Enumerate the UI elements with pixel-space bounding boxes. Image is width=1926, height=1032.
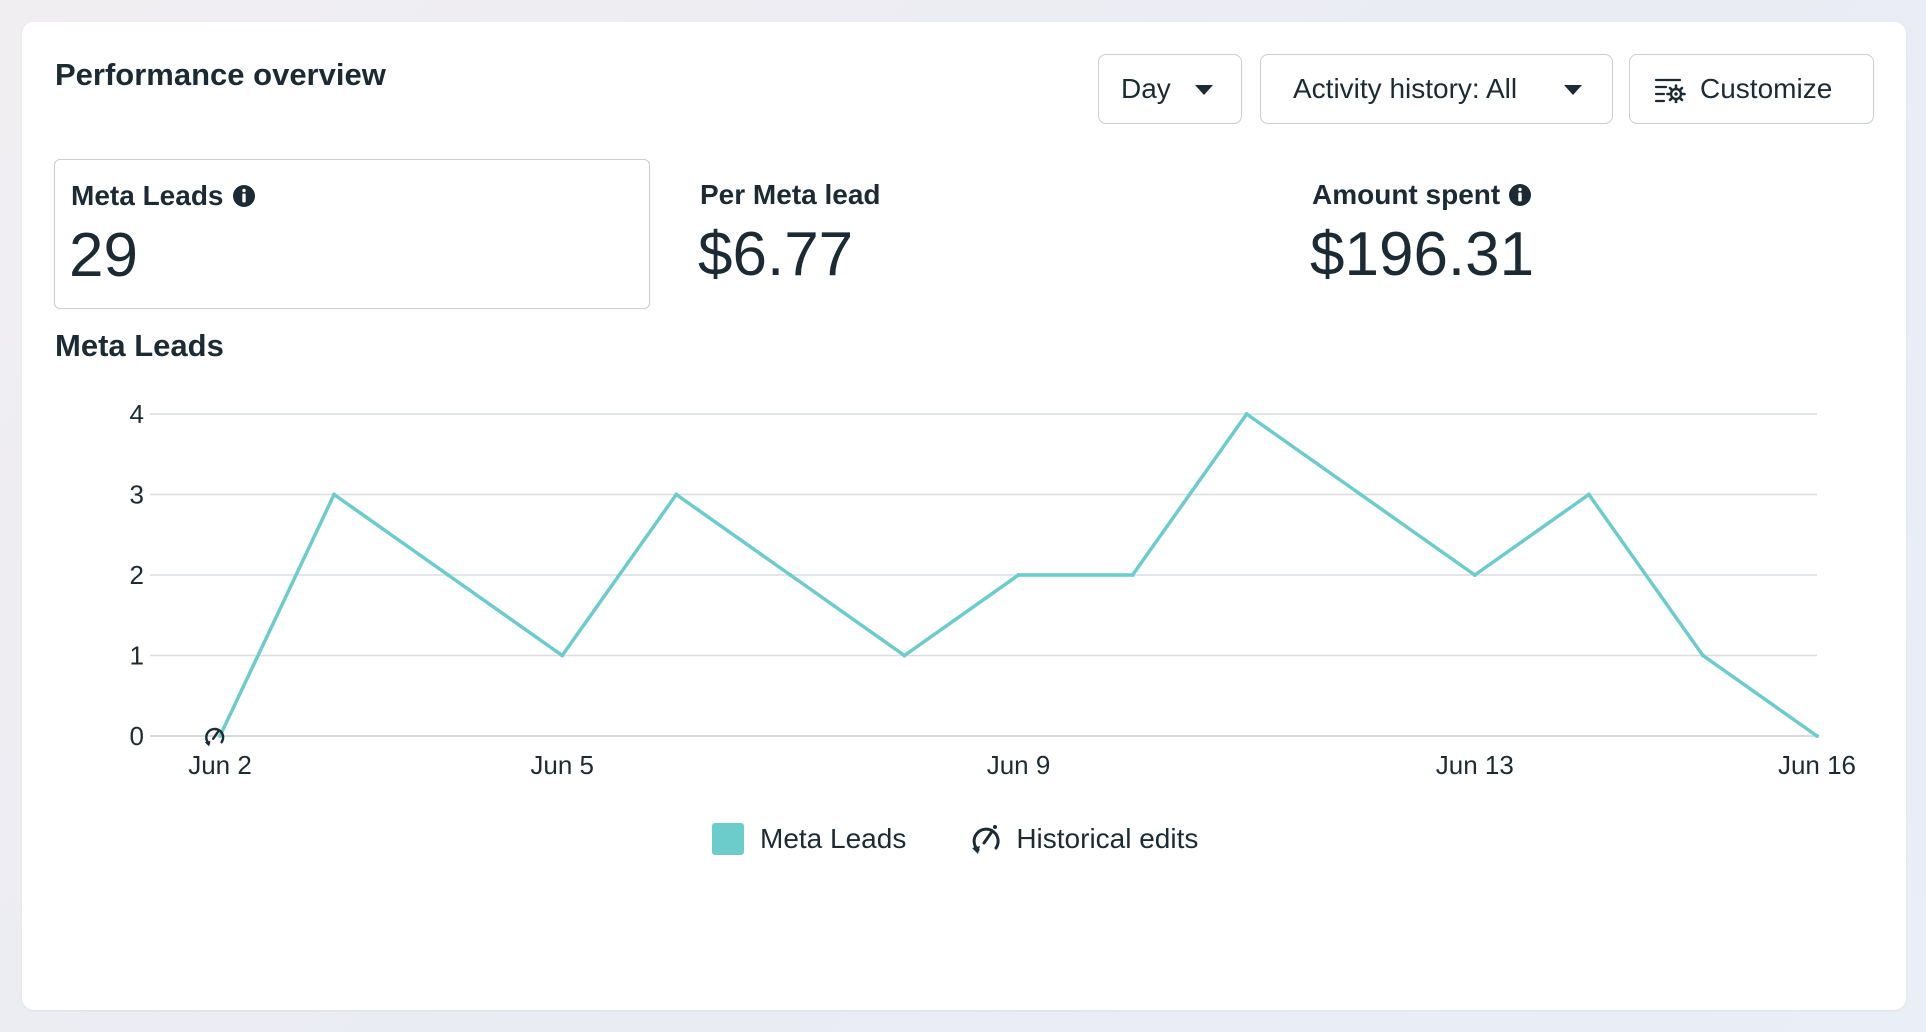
activity-history-label: Activity history: All [1293,73,1518,104]
metric-value: $6.77 [698,220,854,289]
historical-edit-marker-icon [204,727,225,747]
metric-label: Meta Leads [71,180,224,211]
data-point [1586,492,1591,497]
caret-down-icon [1564,85,1582,95]
customize-label: Customize [1700,73,1833,104]
legend-swatch [712,823,744,855]
historical-edits-icon [972,825,1000,854]
data-point [902,653,907,658]
metric-label: Per Meta lead [700,179,881,210]
day-dropdown-label: Day [1121,73,1171,104]
chart-title: Meta Leads [55,328,224,363]
legend-item-historical-edits[interactable]: Historical edits [968,822,1198,856]
metric-label-row: Per Meta lead [700,179,881,211]
caret-down-icon [1195,85,1213,95]
data-point [1130,573,1135,577]
data-point [446,573,451,577]
data-point [332,492,337,497]
x-tick-label: Jun 16 [1778,750,1856,780]
day-dropdown[interactable]: Day [1098,54,1242,124]
data-point [1700,653,1705,658]
activity-history-dropdown[interactable]: Activity history: All [1260,54,1613,124]
legend-item-meta-leads[interactable]: Meta Leads [712,823,906,855]
data-point [1358,492,1363,497]
data-point [674,492,679,497]
data-point [560,653,565,658]
data-point [1472,573,1477,577]
x-tick-label: Jun 9 [987,750,1051,780]
info-icon[interactable] [1508,183,1532,207]
metric-label-row: Meta Leads [71,180,256,212]
y-tick-label: 4 [130,399,144,429]
data-point [1244,412,1249,416]
page-title: Performance overview [55,57,386,92]
metric-meta-leads[interactable]: Meta Leads 29 [54,159,650,309]
metric-amount-spent[interactable]: Amount spent $196.31 [1296,159,1796,309]
customize-settings-icon [1654,78,1686,103]
x-tick-label: Jun 5 [530,750,594,780]
y-tick-label: 2 [130,560,144,590]
data-point [1815,734,1819,738]
x-tick-label: Jun 13 [1436,750,1514,780]
customize-button[interactable]: Customize [1629,54,1874,124]
data-point [788,573,793,577]
y-tick-label: 1 [130,641,144,671]
metric-value: $196.31 [1310,220,1535,289]
y-tick-label: 0 [130,721,144,751]
y-tick-label: 3 [130,480,144,510]
x-tick-label: Jun 2 [188,750,252,780]
metric-label: Amount spent [1312,179,1501,210]
metric-value: 29 [69,221,138,290]
metric-label-row: Amount spent [1312,179,1532,211]
chart-legend: Meta Leads Historical edits [712,822,1260,856]
performance-card: Performance overview Day Activity histor… [22,22,1906,1010]
info-icon[interactable] [232,184,256,208]
meta-leads-chart: 0 1 2 3 4 Jun 2 Jun 5 Jun 9 Jun 13 Jun 16 [130,399,1857,780]
data-point [218,734,222,738]
metric-per-meta-lead[interactable]: Per Meta lead $6.77 [684,159,1184,309]
data-point [1016,573,1021,577]
legend-label: Meta Leads [760,823,907,854]
legend-label: Historical edits [1016,823,1199,854]
